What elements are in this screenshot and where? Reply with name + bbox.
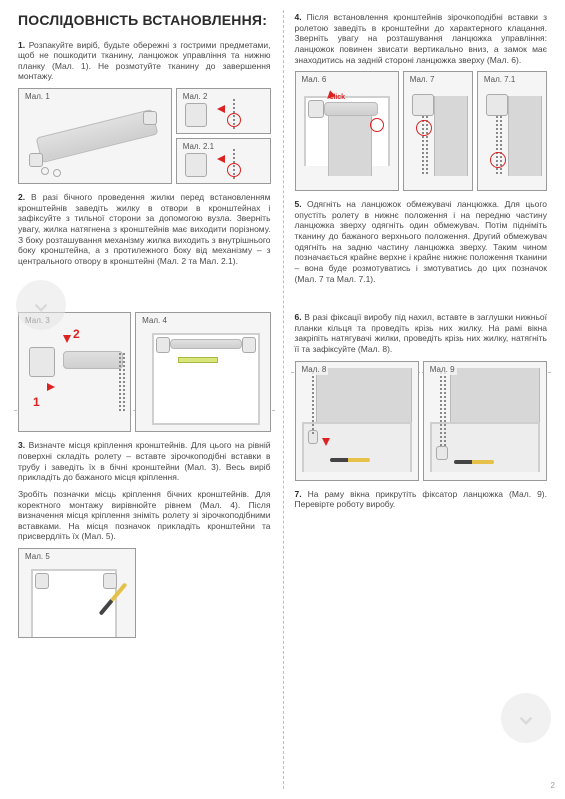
page-number: 2	[551, 781, 555, 791]
figure-row-3: Мал. 5	[18, 548, 271, 638]
figure-2-1-label: Мал. 2.1	[181, 142, 216, 152]
figure-1-label: Мал. 1	[23, 92, 52, 102]
figure-3: Мал. 3 2 1	[18, 312, 131, 432]
figure-7-1: Мал. 7.1	[477, 71, 547, 191]
figure-7-1-label: Мал. 7.1	[482, 75, 517, 85]
figure-row-1: Мал. 1 Мал. 2 Мал. 2.1	[18, 88, 271, 184]
figure-5-label: Мал. 5	[23, 552, 52, 562]
figure-2-label: Мал. 2	[181, 92, 210, 102]
left-column: ПОСЛІДОВНІСТЬ ВСТАНОВЛЕННЯ: 1. Розпакуйт…	[0, 0, 283, 799]
figure-3-num-1: 1	[33, 395, 40, 410]
figure-row-5: Мал. 8 Мал. 9	[295, 361, 548, 481]
page: ПОСЛІДОВНІСТЬ ВСТАНОВЛЕННЯ: 1. Розпакуйт…	[0, 0, 565, 799]
watermark-icon	[16, 280, 66, 330]
right-column: 4. Після встановлення кронштейнів зірочк…	[283, 0, 565, 799]
figure-2-group: Мал. 2 Мал. 2.1	[176, 88, 271, 184]
figure-4-label: Мал. 4	[140, 316, 169, 326]
figure-6-label: Мал. 6	[300, 75, 329, 85]
figure-row-2: Мал. 3 2 1 Мал. 4	[18, 312, 271, 432]
step-3-text-a: 3. Визначте місця кріплення кронштейнів.…	[18, 440, 271, 483]
step-2-text: 2. В разі бічного проведення жилки перед…	[18, 192, 271, 266]
figure-9: Мал. 9	[423, 361, 547, 481]
figure-2: Мал. 2	[176, 88, 271, 134]
figure-7: Мал. 7	[403, 71, 473, 191]
step-5-text: 5. Одягніть на ланцюжок обмежувачі ланцю…	[295, 199, 548, 284]
figure-1: Мал. 1	[18, 88, 172, 184]
step-4-number: 4.	[295, 12, 302, 22]
page-title: ПОСЛІДОВНІСТЬ ВСТАНОВЛЕННЯ:	[18, 12, 271, 30]
figure-2-1: Мал. 2.1	[176, 138, 271, 184]
figure-3-num-2: 2	[73, 327, 80, 342]
step-3-text-b: Зробіть позначки місць кріплення бічних …	[18, 489, 271, 542]
figure-7-label: Мал. 7	[408, 75, 437, 85]
step-6-number: 6.	[295, 312, 302, 322]
figure-row-4: Мал. 6 click Мал. 7 Мал. 7.1	[295, 71, 548, 191]
figure-8-label: Мал. 8	[300, 365, 329, 375]
step-6-text: 6. В разі фіксації виробу під нахил, вст…	[295, 312, 548, 355]
figure-8: Мал. 8	[295, 361, 419, 481]
step-5-number: 5.	[295, 199, 302, 209]
step-7-number: 7.	[295, 489, 302, 499]
figure-6: Мал. 6 click	[295, 71, 399, 191]
figure-5: Мал. 5	[18, 548, 136, 638]
step-7-text: 7. На раму вікна прикрутіть фіксатор лан…	[295, 489, 548, 510]
figure-4: Мал. 4	[135, 312, 270, 432]
watermark-icon-2	[501, 693, 551, 743]
step-1-text: 1. Розпакуйте виріб, будьте обережні з г…	[18, 40, 271, 83]
figure-9-label: Мал. 9	[428, 365, 457, 375]
step-4-text: 4. Після встановлення кронштейнів зірочк…	[295, 12, 548, 65]
